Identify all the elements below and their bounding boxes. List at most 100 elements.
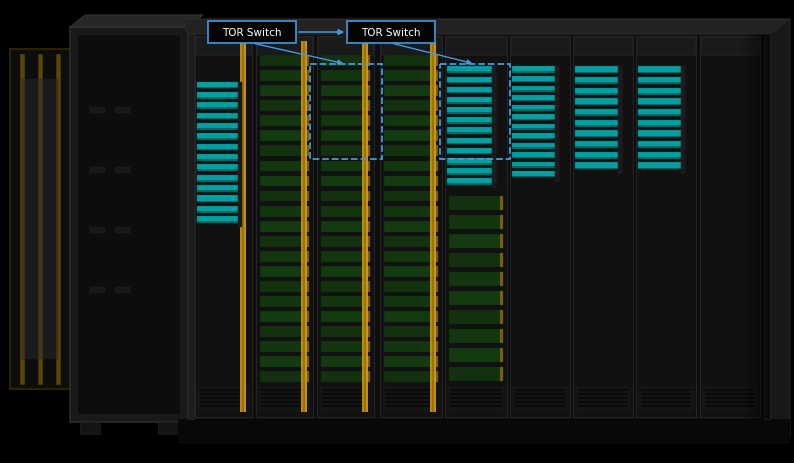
FancyBboxPatch shape [449,311,503,325]
FancyBboxPatch shape [435,357,438,368]
FancyBboxPatch shape [756,35,757,419]
FancyBboxPatch shape [515,397,565,399]
FancyBboxPatch shape [200,389,247,391]
FancyBboxPatch shape [768,35,769,419]
FancyBboxPatch shape [244,42,246,412]
FancyBboxPatch shape [197,88,238,89]
FancyBboxPatch shape [90,168,105,174]
FancyBboxPatch shape [435,146,438,157]
FancyBboxPatch shape [367,266,370,277]
FancyBboxPatch shape [637,38,695,56]
FancyBboxPatch shape [638,99,681,106]
FancyBboxPatch shape [385,401,437,403]
FancyBboxPatch shape [638,105,681,106]
FancyBboxPatch shape [384,56,438,67]
FancyBboxPatch shape [447,72,491,74]
FancyBboxPatch shape [367,71,370,82]
FancyBboxPatch shape [435,236,438,247]
FancyBboxPatch shape [260,56,309,67]
FancyBboxPatch shape [367,146,370,157]
FancyBboxPatch shape [115,227,130,233]
FancyBboxPatch shape [261,389,308,391]
FancyBboxPatch shape [435,296,438,307]
FancyBboxPatch shape [90,288,105,294]
Polygon shape [70,16,203,28]
FancyBboxPatch shape [260,312,309,322]
FancyBboxPatch shape [638,120,681,127]
FancyBboxPatch shape [638,110,681,117]
FancyBboxPatch shape [197,201,238,203]
FancyBboxPatch shape [449,216,503,229]
FancyBboxPatch shape [321,236,370,247]
FancyBboxPatch shape [447,184,491,186]
FancyBboxPatch shape [435,101,438,112]
FancyBboxPatch shape [384,176,438,187]
FancyBboxPatch shape [197,93,238,100]
FancyBboxPatch shape [260,296,309,307]
FancyBboxPatch shape [200,401,247,403]
FancyBboxPatch shape [259,387,310,412]
FancyBboxPatch shape [638,88,681,95]
FancyBboxPatch shape [260,236,309,247]
FancyBboxPatch shape [321,86,370,97]
FancyBboxPatch shape [512,138,555,140]
FancyBboxPatch shape [754,35,755,419]
FancyBboxPatch shape [197,139,238,141]
FancyBboxPatch shape [762,35,763,419]
FancyBboxPatch shape [500,330,503,344]
FancyBboxPatch shape [447,103,491,104]
FancyBboxPatch shape [449,254,503,267]
FancyBboxPatch shape [197,119,238,120]
FancyBboxPatch shape [197,98,238,100]
FancyBboxPatch shape [638,94,681,95]
FancyBboxPatch shape [321,191,370,202]
FancyBboxPatch shape [449,330,503,344]
FancyBboxPatch shape [197,222,238,224]
FancyBboxPatch shape [435,176,438,187]
FancyBboxPatch shape [321,116,370,127]
FancyBboxPatch shape [367,357,370,368]
FancyBboxPatch shape [321,282,370,292]
FancyBboxPatch shape [197,134,238,141]
FancyBboxPatch shape [447,163,491,165]
FancyBboxPatch shape [638,67,681,74]
FancyBboxPatch shape [260,161,309,172]
FancyBboxPatch shape [751,35,752,419]
FancyBboxPatch shape [322,405,369,407]
FancyBboxPatch shape [512,106,555,112]
FancyBboxPatch shape [447,123,491,125]
FancyBboxPatch shape [447,118,491,125]
FancyBboxPatch shape [306,101,309,112]
FancyBboxPatch shape [512,144,555,150]
FancyBboxPatch shape [745,35,746,419]
FancyBboxPatch shape [765,35,766,419]
FancyBboxPatch shape [512,125,555,131]
FancyBboxPatch shape [320,387,371,412]
FancyBboxPatch shape [158,422,178,434]
FancyBboxPatch shape [80,422,100,434]
FancyBboxPatch shape [638,73,681,74]
FancyBboxPatch shape [450,401,502,403]
FancyBboxPatch shape [512,157,555,159]
FancyBboxPatch shape [512,72,555,74]
FancyBboxPatch shape [188,35,194,419]
FancyBboxPatch shape [306,251,309,262]
FancyBboxPatch shape [322,401,369,403]
FancyBboxPatch shape [764,35,770,419]
FancyBboxPatch shape [321,56,370,67]
FancyBboxPatch shape [322,393,369,395]
FancyBboxPatch shape [755,35,756,419]
FancyBboxPatch shape [384,146,438,157]
FancyBboxPatch shape [638,147,681,149]
FancyBboxPatch shape [321,131,370,142]
FancyBboxPatch shape [321,342,370,352]
FancyBboxPatch shape [705,397,755,399]
FancyBboxPatch shape [321,251,370,262]
FancyBboxPatch shape [321,326,370,338]
FancyBboxPatch shape [763,35,764,419]
FancyBboxPatch shape [261,397,308,399]
FancyBboxPatch shape [641,401,691,403]
FancyBboxPatch shape [636,37,696,417]
FancyBboxPatch shape [260,372,309,382]
Text: TOR Switch: TOR Switch [222,28,282,38]
